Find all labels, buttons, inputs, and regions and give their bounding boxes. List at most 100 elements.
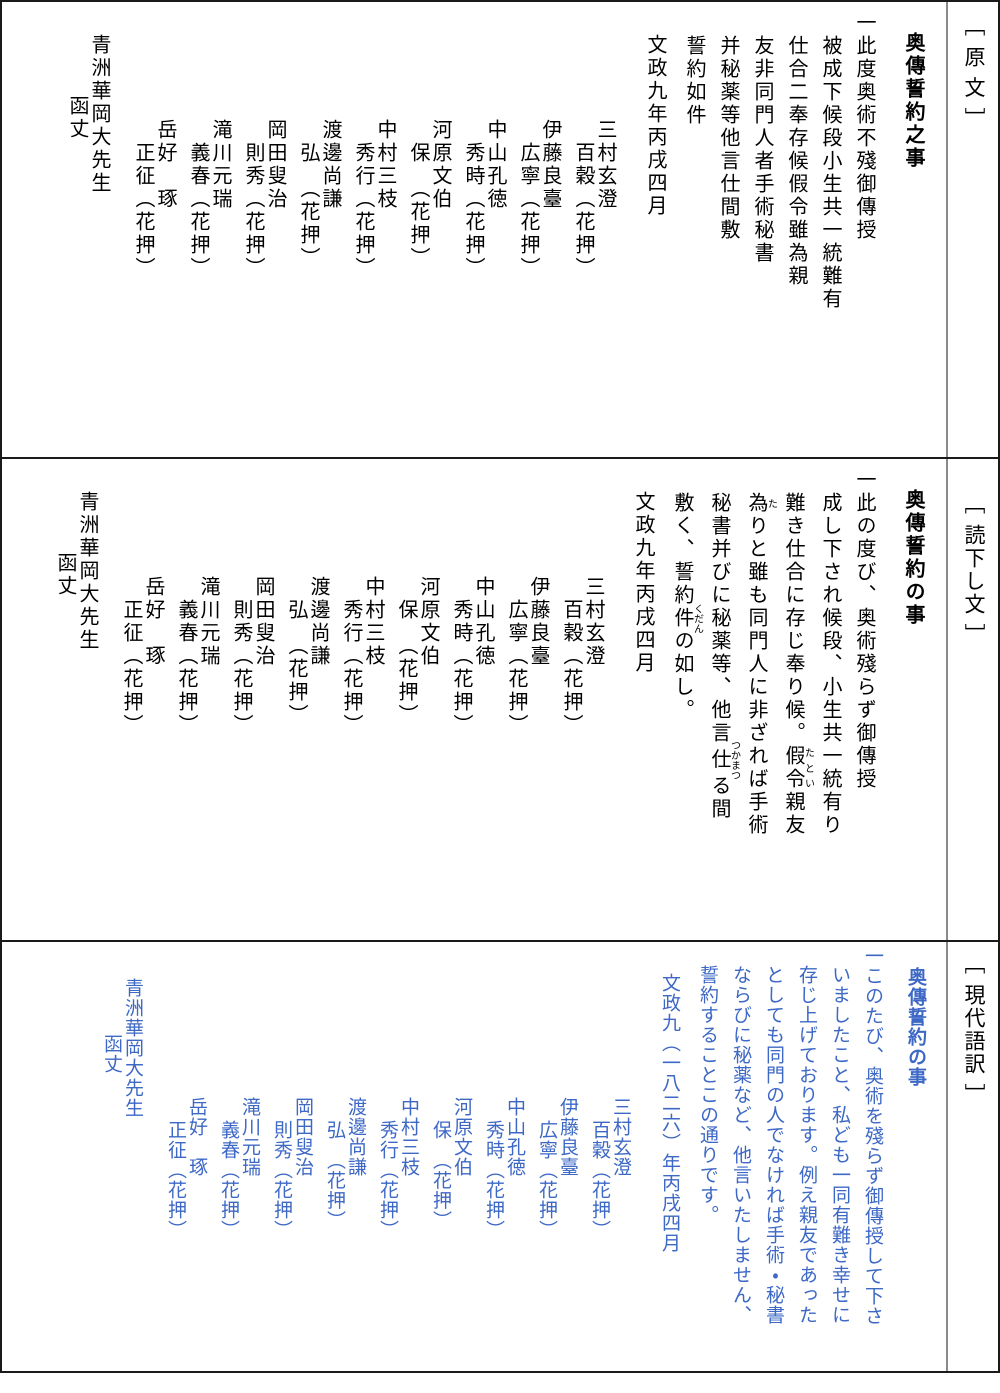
signer: 中村三枝 秀行（花押） — [340, 459, 384, 940]
signer-name: 伊藤良臺 — [539, 119, 561, 211]
text-line: 存じ上げております。例え親友であった — [796, 965, 817, 1325]
text-line: 為たりと雖も同門人に非ざれば手術 — [745, 492, 777, 837]
signer-seal: 百穀（花押） — [560, 599, 582, 737]
signer: 岡田叟治 則秀（花押） — [242, 2, 286, 457]
signer-name: 三村玄澄 — [610, 1097, 631, 1177]
text-line: 一此度奥術不殘御傳授 — [853, 12, 875, 242]
signer: 伊藤良臺 広寧（花押） — [505, 459, 549, 940]
signer: 中村三枝 秀行（花押） — [352, 2, 396, 457]
signer-name: 岳好 琢 — [154, 119, 176, 211]
signer: 滝川元瑞 義春（花押） — [218, 942, 260, 1371]
signer: 三村玄澄 百穀（花押） — [589, 942, 631, 1371]
signer-name: 中村三枝 — [398, 1097, 419, 1177]
text-line: ならびに秘薬など、他言いたしません、 — [730, 965, 751, 1325]
signer-name: 岳好 琢 — [142, 576, 164, 668]
signer-seal: 弘 （花押） — [285, 599, 307, 727]
signer-seal: 保 （花押） — [395, 599, 417, 727]
signer-seal: 秀時（花押） — [462, 142, 484, 280]
signer-seal: 義春（花押） — [187, 142, 209, 280]
signer: 中山孔徳 秀時（花押） — [450, 459, 494, 940]
text-line: 友非同門人者手術秘書 — [751, 35, 773, 265]
signer: 渡邊尚謙 弘 （花押） — [324, 942, 366, 1371]
panel-original-body: 奥傳誓約之事 一此度奥術不殘御傳授 被成下候段小生共一統難有 仕合二奉存候假令雖… — [2, 2, 944, 457]
signer: 三村玄澄 百穀（花押） — [560, 459, 604, 940]
panel-label-reading: ［ 読下し文 ］ — [946, 459, 998, 940]
signer-name: 三村玄澄 — [594, 119, 616, 211]
text-line: いましたこと、私ども一同有難き幸せに — [829, 965, 850, 1325]
section-title: 奥傳誓約の事 — [905, 967, 926, 1087]
signer-name: 伊藤良臺 — [527, 576, 549, 668]
text-line: 成し下され候段、小生共一統有り — [819, 492, 841, 837]
signer-seal: 百穀（花押） — [572, 142, 594, 280]
signer-seal: 則秀（花押） — [230, 599, 252, 737]
panel-translation: 奥傳誓約の事 一このたび、奥術を殘らず御傳授して下さ いましたこと、私ども一同有… — [0, 940, 1000, 1373]
ruby-annotated-word: 仕つかまつ — [708, 740, 740, 780]
signer-seal: 則秀（花押） — [271, 1120, 292, 1240]
signer-seal: 秀行（花押） — [340, 599, 362, 737]
panel-reading-body: 奥傳誓約の事 一此の度び、奥術殘らず御傳授 成し下され候段、小生共一統有り 難き… — [2, 459, 944, 940]
signer-seal: 義春（花押） — [175, 599, 197, 737]
signer: 岡田叟治 則秀（花押） — [230, 459, 274, 940]
text-line: 仕合二奉存候假令雖為親 — [785, 35, 807, 288]
signer-name: 渡邊尚謙 — [345, 1097, 366, 1177]
signer-seal: 百穀（花押） — [589, 1120, 610, 1240]
addressee-name: 青洲華岡大先生 — [88, 34, 110, 195]
signer-seal: 広寧（花押） — [517, 142, 539, 280]
signer-name: 中山孔徳 — [472, 576, 494, 668]
signer-name: 岡田叟治 — [252, 576, 274, 668]
section-title: 奥傳誓約の事 — [902, 489, 924, 627]
signer: 渡邊尚謙 弘 （花押） — [285, 459, 329, 940]
signer-name: 河原文伯 — [417, 576, 439, 668]
signer-seal: 秀時（花押） — [450, 599, 472, 737]
signer-name: 岡田叟治 — [292, 1097, 313, 1177]
signer-name: 渡邊尚謙 — [319, 119, 341, 211]
signer-name: 中山孔徳 — [504, 1097, 525, 1177]
signer: 三村玄澄 百穀（花押） — [572, 2, 616, 457]
text-line: 一此の度び、奥術殘らず御傳授 — [853, 469, 875, 791]
signer-seal: 保 （花押） — [407, 142, 429, 270]
signer-name: 中村三枝 — [374, 119, 396, 211]
date-line: 文政九年丙戌四月 — [632, 491, 654, 675]
signer-name: 岳好 琢 — [186, 1097, 207, 1177]
date-line: 文政九年丙戌四月 — [644, 34, 666, 218]
ruby-annotated-word: 為た — [745, 492, 777, 515]
signer-seal: 則秀（花押） — [242, 142, 264, 280]
signer: 中村三枝 秀行（花押） — [377, 942, 419, 1371]
text-line: 并秘薬等他言仕間敷 — [717, 35, 739, 242]
signer-seal: 広寧（花押） — [536, 1120, 557, 1240]
panel-translation-body: 奥傳誓約の事 一このたび、奥術を殘らず御傳授して下さ いましたこと、私ども一同有… — [2, 942, 944, 1371]
signer-seal: 秀行（花押） — [377, 1120, 398, 1240]
signer-seal: 正征（花押） — [165, 1120, 186, 1240]
section-title: 奥傳誓約之事 — [902, 32, 924, 170]
text-line: 敷く、誓約件くだんの如し。 — [671, 492, 703, 722]
signer-name: 渡邊尚謙 — [307, 576, 329, 668]
signer: 中山孔徳 秀時（花押） — [483, 942, 525, 1371]
panel-label-translation: ［ 現代語訳 ］ — [946, 942, 998, 1371]
signer-seal: 弘 （花押） — [324, 1120, 345, 1231]
text-line: としても同門の人でなければ手術・秘書 — [763, 965, 784, 1325]
text-line: 一このたび、奥術を殘らず御傳授して下さ — [862, 946, 883, 1326]
ruby-annotated-word: 假令たとい — [782, 745, 814, 791]
signer-name: 滝川元瑞 — [209, 119, 231, 211]
signer: 伊藤良臺 広寧（花押） — [517, 2, 561, 457]
addressee-suffix: 函丈 — [101, 1034, 122, 1074]
signer-name: 河原文伯 — [429, 119, 451, 211]
signer-name: 三村玄澄 — [582, 576, 604, 668]
panel-label-original: ［ 原 文 ］ — [946, 2, 998, 457]
signer: 中山孔徳 秀時（花押） — [462, 2, 506, 457]
text-line: 秘書并びに秘薬等、他言仕つかまつる間 — [708, 492, 740, 821]
signer: 河原文伯 保 （花押） — [407, 2, 451, 457]
signer-name: 滝川元瑞 — [197, 576, 219, 668]
signer-name: 河原文伯 — [451, 1097, 472, 1177]
signer: 滝川元瑞 義春（花押） — [175, 459, 219, 940]
signer-name: 岡田叟治 — [264, 119, 286, 211]
text-line: 誓約することこの通りです。 — [697, 965, 718, 1225]
signer: 河原文伯 保 （花押） — [395, 459, 439, 940]
signer-seal: 広寧（花押） — [505, 599, 527, 737]
addressee-name: 青洲華岡大先生 — [76, 491, 98, 652]
signer: 渡邊尚謙 弘 （花押） — [297, 2, 341, 457]
signer-name: 中村三枝 — [362, 576, 384, 668]
signer-seal: 正征（花押） — [132, 142, 154, 280]
signer: 岡田叟治 則秀（花押） — [271, 942, 313, 1371]
